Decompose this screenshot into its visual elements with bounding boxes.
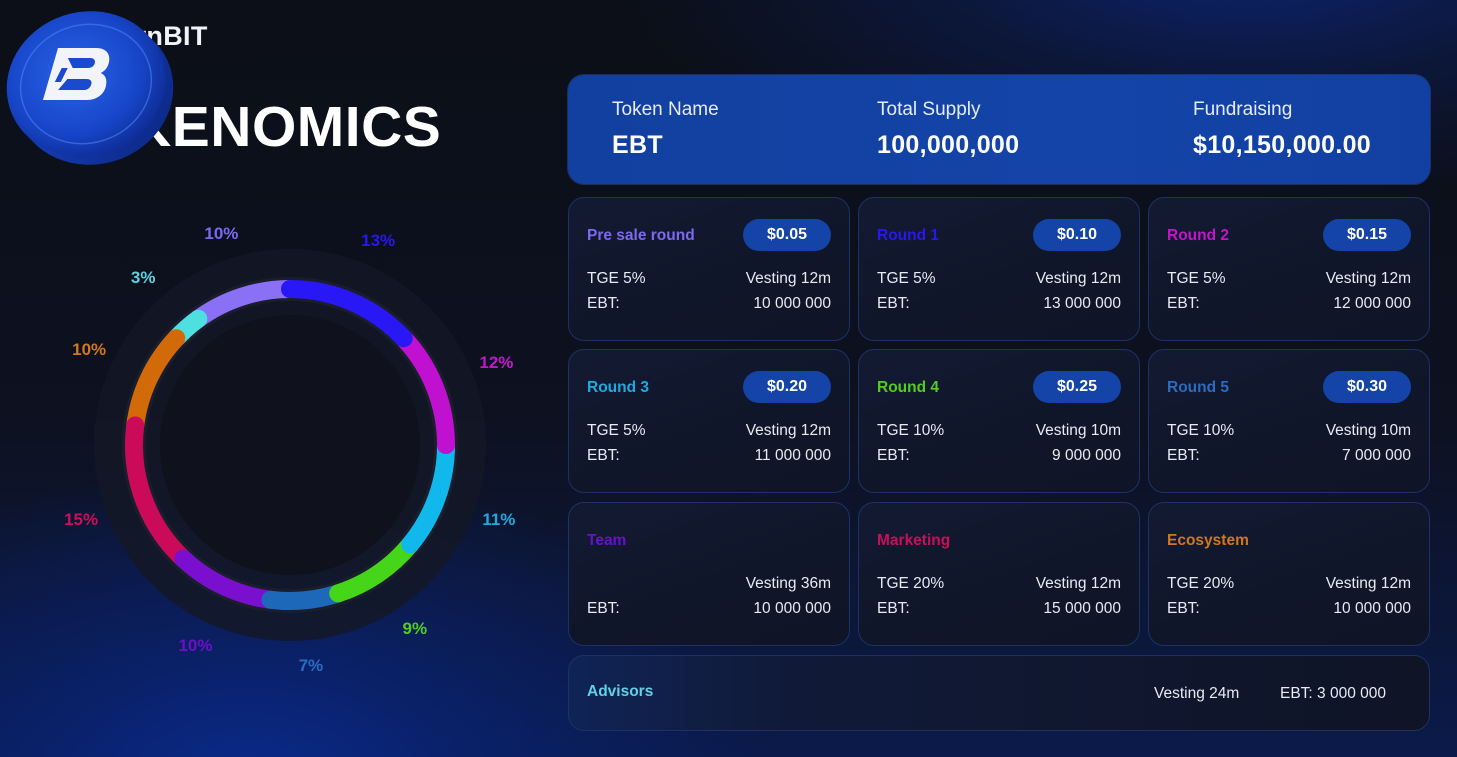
ebt-amount: EBT: 3 000 000 [1280,685,1386,702]
price-badge: $0.20 [743,371,831,403]
vesting-value: Vesting 10m [1325,422,1411,439]
percent-label: 7% [298,656,324,675]
donut-segment [126,329,186,435]
percent-label: 15% [64,510,99,530]
tokenomics-donut-chart: 13% 12% 11% 9% 7% 10% 15% 10% 3% 10% [0,0,560,757]
vesting-value: Vesting 12m [1325,575,1411,592]
vesting-value: Vesting 10m [1035,422,1121,439]
fundraising-block: Fundraising $10,150,000.00 [1193,99,1371,160]
vesting-value: Vesting 12m [1035,575,1121,592]
token-name-block: Token Name EBT [612,99,719,160]
card-title: Round 5 [1167,379,1229,396]
vesting-value: Vesting 12m [1325,270,1411,287]
donut-ring [94,249,486,641]
card-title: Round 4 [877,379,939,396]
tge-value: TGE 10% [1167,422,1235,439]
token-name-label: Token Name [612,99,719,120]
card-ecosystem: Ecosystem TGE 20% Vesting 12m EBT: 10 000 … [1148,502,1430,646]
percent-label: 3% [130,268,156,288]
donut-segments [122,277,458,613]
ebt-coin-image [6,11,174,165]
price-badge: $0.10 [1033,219,1121,251]
percent-label: 10% [178,635,213,655]
price-badge: $0.30 [1323,371,1411,403]
ebt-label: EBT: [877,447,910,464]
total-supply-value: 100,000,000 [877,131,1020,159]
tge-value: TGE 20% [877,575,945,592]
card-title: Round 3 [587,379,649,396]
card-team: Team Vesting 36m EBT: 10 000 000 [568,502,850,646]
vesting-value: Vesting 12m [745,422,831,439]
donut-segment [281,280,413,348]
donut-segment [394,329,455,454]
donut-segment [189,280,299,328]
fundraising-label: Fundraising [1193,99,1293,120]
card-round-1: Round 1 $0.10 TGE 5% Vesting 12m EBT: 13 0… [858,197,1140,341]
ebt-amount: 7 000 000 [1342,447,1411,464]
ebt-label: EBT: [877,295,910,312]
card-advisors: Advisors Vesting 24m EBT: 3 000 000 [568,655,1430,731]
percent-label: 13% [361,231,396,251]
card-round-3: Round 3 $0.20 TGE 5% Vesting 12m EBT: 11 0… [568,349,850,493]
card-title: Team [587,532,627,549]
ebt-amount: 10 000 000 [753,295,831,312]
vesting-value: Vesting 12m [745,270,831,287]
total-supply-block: Total Supply 100,000,000 [877,99,1019,160]
token-name-value: EBT [612,131,663,159]
price-badge: $0.05 [743,219,831,251]
donut-segment [261,584,348,610]
percent-label: 11% [482,510,516,530]
ebt-amount: 11 000 000 [754,447,831,464]
ebt-amount: 10 000 000 [753,600,831,617]
tge-value: TGE 10% [877,422,945,439]
vesting-value: Vesting 12m [1035,270,1121,287]
card-title: Round 2 [1167,227,1229,244]
ebt-label: EBT: [1167,600,1200,617]
card-title: Marketing [877,532,951,549]
card-title: Round 1 [877,227,939,244]
price-badge: $0.15 [1323,219,1411,251]
tge-value: TGE 5% [877,270,936,287]
ebt-amount: 10 000 000 [1333,600,1411,617]
card-marketing: Marketing TGE 20% Vesting 12m EBT: 15 000 … [858,502,1140,646]
card-title: Pre sale round [587,227,695,244]
percent-label: 10% [72,340,107,360]
donut-segment [401,436,455,554]
ebt-label: EBT: [587,295,620,312]
card-round-5: Round 5 $0.30 TGE 10% Vesting 10m EBT: 7 0… [1148,349,1430,493]
card-round-4: Round 4 $0.25 TGE 10% Vesting 10m EBT: 9 0… [858,349,1140,493]
token-summary-banner: Token Name EBT Total Supply 100,000,000 … [568,75,1430,184]
tge-value: TGE 20% [1167,575,1235,592]
donut-segment [125,416,193,568]
percent-label: 10% [204,223,239,243]
ebt-label: EBT: [1167,295,1200,312]
donut-segment [174,549,280,609]
card-round-2: Round 2 $0.15 TGE 5% Vesting 12m EBT: 12 0… [1148,197,1430,341]
ebt-amount: 12 000 000 [1333,295,1411,312]
vesting-value: Vesting 36m [745,575,831,592]
ebt-label: EBT: [587,447,620,464]
percent-label: 9% [402,618,428,638]
vesting-value: Vesting 24m [1154,685,1240,702]
ebt-amount: 13 000 000 [1043,295,1121,312]
tge-value: TGE 5% [587,422,646,439]
percent-label: 12% [479,353,514,373]
card-pre-sale-round: Pre sale round $0.05 TGE 5% Vesting 12m E… [568,197,850,341]
card-title: Advisors [587,683,654,700]
price-badge: $0.25 [1033,371,1121,403]
inner-disc [160,315,420,575]
tge-value: TGE 5% [1167,270,1226,287]
ebt-amount: 15 000 000 [1043,600,1121,617]
fundraising-value: $10,150,000.00 [1193,131,1371,159]
ebt-amount: 9 000 000 [1052,447,1121,464]
total-supply-label: Total Supply [877,99,981,120]
ebt-label: EBT: [1167,447,1200,464]
ebt-label: EBT: [587,600,620,617]
ebt-label: EBT: [877,600,910,617]
card-title: Ecosystem [1167,532,1249,549]
tge-value: TGE 5% [587,270,646,287]
